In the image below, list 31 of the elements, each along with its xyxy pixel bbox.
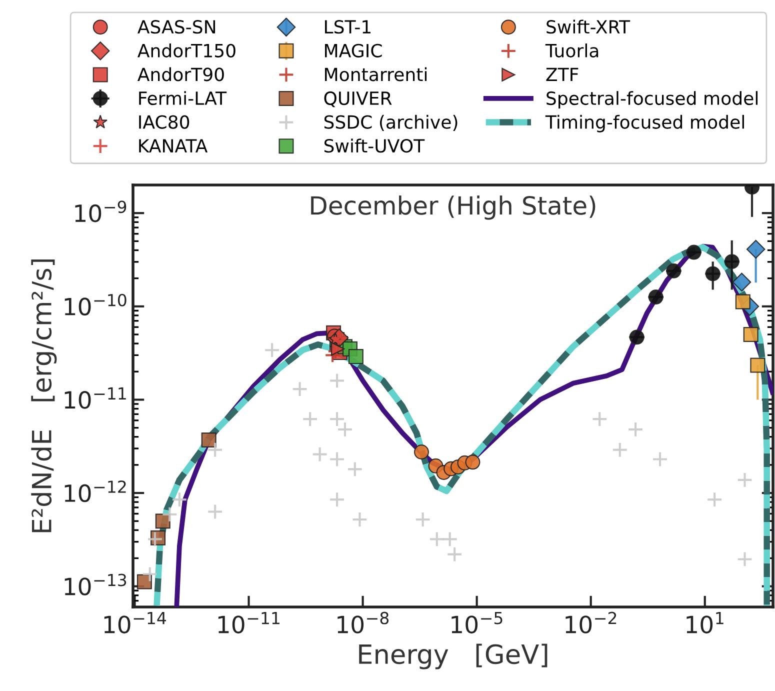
legend-label: SSDC (archive): [324, 114, 458, 131]
legend-label: Swift-XRT: [546, 20, 630, 34]
legend-label: Tuorla: [545, 44, 598, 58]
x-tick-label: 10$^{−8}$: [338, 612, 389, 634]
legend-label: AndorT150: [138, 44, 236, 58]
legend-label: Timing-focused model: [545, 114, 744, 132]
y-tick-label: 10$^{−9}$: [75, 200, 126, 222]
y-tick-label: 10$^{−13}$: [64, 574, 126, 596]
x-tick-label: 10$^{−2}$: [566, 612, 616, 634]
y-tick-label: 10$^{−11}$: [64, 387, 126, 409]
legend-label: ZTF: [546, 68, 578, 82]
x-tick-label: 10$^{−5}$: [452, 612, 502, 634]
legend-label: Fermi-LAT: [139, 91, 227, 106]
y-axis-title: E²dN/dE [erg/cm²/s]: [31, 260, 57, 532]
legend-label: ASAS-SN: [138, 20, 216, 34]
y-tick-label: 10$^{−10}$: [64, 294, 126, 316]
legend-label: Swift-UVOT: [324, 138, 425, 153]
x-tick-label: 10$^{−14}$: [104, 612, 166, 634]
y-tick-label: 10$^{−12}$: [64, 480, 126, 502]
x-axis-title: Energy [GeV]: [359, 644, 548, 670]
legend-label: Montarrenti: [325, 67, 427, 82]
legend-label: MAGIC: [325, 44, 382, 58]
legend-label: KANATA: [139, 139, 208, 152]
x-tick-label: 10$^{−11}$: [218, 612, 280, 634]
legend-label: Spectral-focused model: [546, 91, 758, 109]
legend-label: LST-1: [325, 20, 370, 34]
legend-label: QUIVER: [324, 91, 392, 108]
x-tick-label: 10$^{1}$: [686, 612, 724, 634]
legend-label: AndorT90: [138, 67, 224, 82]
legend-label: IAC80: [139, 115, 190, 129]
chart-title: December (High State): [311, 196, 596, 220]
